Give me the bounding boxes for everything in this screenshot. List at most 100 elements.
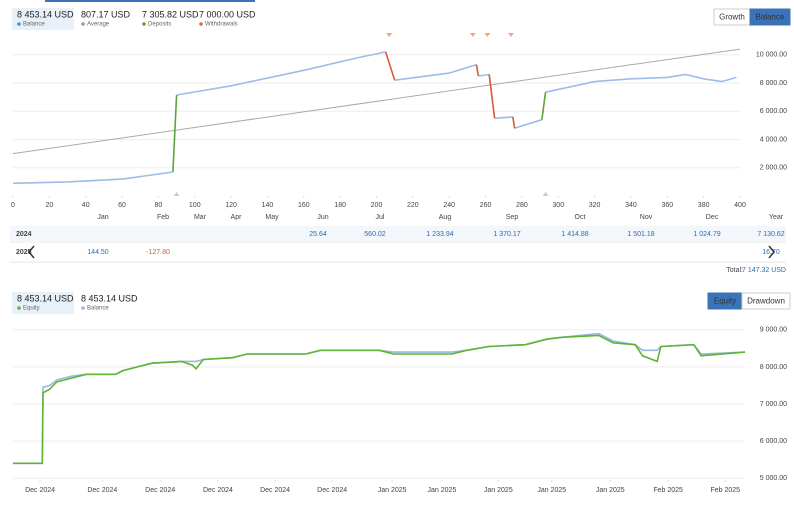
x-tick-label: Jan 2025	[484, 487, 513, 494]
stat-name: Balance	[23, 22, 45, 28]
series-line	[512, 116, 516, 129]
x-tick-label: 120	[225, 202, 237, 209]
stat-dot	[17, 22, 21, 26]
series-line	[545, 73, 737, 93]
x-tick-label: Dec 2024	[145, 487, 175, 494]
x-tick-label: Jan 2025	[537, 487, 566, 494]
table-cell: 144.50	[87, 249, 109, 256]
toggle-button-label[interactable]: Drawdown	[747, 297, 785, 306]
x-tick-label: 180	[334, 202, 346, 209]
x-tick-label: Jan 2025	[428, 487, 457, 494]
withdrawal-marker	[469, 33, 476, 37]
stat-dot	[81, 22, 85, 26]
y-tick-label: 8 000.00	[760, 80, 787, 87]
table-header: Mar	[194, 214, 207, 221]
x-tick-label: 140	[262, 202, 274, 209]
table-cell: 7 130.62	[757, 231, 784, 238]
deposit-marker	[173, 192, 180, 196]
x-tick-label: 100	[189, 202, 201, 209]
scroll-left-arrow[interactable]	[28, 245, 35, 259]
series-line	[475, 64, 480, 77]
x-tick-label: 300	[552, 202, 564, 209]
x-tick-label: Dec 2024	[25, 487, 55, 494]
x-tick-label: Feb 2025	[653, 487, 683, 494]
table-header: Sep	[506, 214, 519, 221]
x-tick-label: 80	[155, 202, 163, 209]
deposit-marker	[542, 192, 549, 196]
tab-indicator	[45, 0, 255, 2]
total-label: Total:	[726, 267, 743, 274]
toggle-button-label[interactable]: Balance	[756, 13, 785, 22]
y-tick-label: 8 000.00	[760, 364, 787, 371]
table-row-bg	[10, 226, 786, 242]
x-tick-label: 220	[407, 202, 419, 209]
x-tick-label: 0	[11, 202, 15, 209]
row-label: 2025	[16, 249, 32, 256]
stat-name: Withdrawals	[205, 22, 238, 28]
x-tick-label: 260	[480, 202, 492, 209]
y-tick-label: 9 000.00	[760, 327, 787, 334]
table-header: Jan	[97, 214, 108, 221]
stat-value: 7 305.82 USD	[142, 9, 199, 19]
stat-value: 8 453.14 USD	[81, 293, 138, 303]
scroll-right-arrow[interactable]	[768, 245, 775, 259]
x-tick-label: Jan 2025	[378, 487, 407, 494]
table-cell: 1 370.17	[493, 231, 520, 238]
stat-value: 8 453.14 USD	[17, 9, 74, 19]
stat-name: Average	[87, 22, 110, 28]
stat-highlight	[12, 292, 74, 314]
table-cell: 1 414.88	[561, 231, 588, 238]
stat-dot	[199, 22, 203, 26]
y-tick-label: 2 000.00	[760, 165, 787, 172]
table-cell: 1 024.79	[693, 231, 720, 238]
series-line	[13, 332, 746, 465]
series-line	[12, 48, 741, 155]
table-header: Dec	[706, 214, 719, 221]
table-header: Apr	[231, 214, 243, 221]
series-line	[384, 51, 396, 81]
stat-name: Balance	[87, 306, 109, 312]
toggle-button[interactable]	[749, 8, 791, 26]
stat-value: 807.17 USD	[81, 9, 131, 19]
stat-value: 7 000.00 USD	[199, 9, 256, 19]
toggle-button-label[interactable]: Growth	[719, 13, 745, 22]
stat-dot	[81, 306, 85, 310]
x-tick-label: 320	[589, 202, 601, 209]
stat-dot	[17, 306, 21, 310]
x-tick-label: Jan 2025	[596, 487, 625, 494]
x-tick-label: Dec 2024	[203, 487, 233, 494]
stat-name: Equity	[23, 306, 40, 312]
toggle-button[interactable]	[741, 292, 791, 310]
x-tick-label: 60	[118, 202, 126, 209]
x-tick-label: 360	[661, 202, 673, 209]
series-line	[488, 74, 496, 119]
stat-highlight	[12, 8, 74, 30]
table-header: Aug	[439, 214, 452, 221]
table-header: Feb	[157, 214, 169, 221]
table-cell: 25.64	[309, 231, 327, 238]
row-label: 2024	[16, 231, 32, 238]
x-tick-label: 400	[734, 202, 746, 209]
series-line	[514, 118, 543, 129]
x-tick-label: 200	[371, 202, 383, 209]
stat-name: Deposits	[148, 22, 171, 28]
series-line	[13, 334, 746, 465]
x-tick-label: 340	[625, 202, 637, 209]
x-tick-label: 40	[82, 202, 90, 209]
series-line	[12, 171, 174, 185]
series-line	[176, 51, 386, 96]
series-line	[478, 73, 490, 77]
table-cell: 16.70	[762, 249, 780, 256]
total-value: 7 147.32 USD	[742, 267, 786, 274]
toggle-button-label[interactable]: Equity	[714, 297, 736, 306]
table-header: Year	[769, 214, 784, 221]
y-tick-label: 4 000.00	[760, 136, 787, 143]
series-line	[541, 92, 547, 120]
y-tick-label: 6 000.00	[760, 108, 787, 115]
y-tick-label: 5 000.00	[760, 475, 787, 482]
table-cell: -127.80	[146, 249, 170, 256]
y-tick-label: 6 000.00	[760, 438, 787, 445]
x-tick-label: 160	[298, 202, 310, 209]
table-cell: 560.02	[364, 231, 386, 238]
